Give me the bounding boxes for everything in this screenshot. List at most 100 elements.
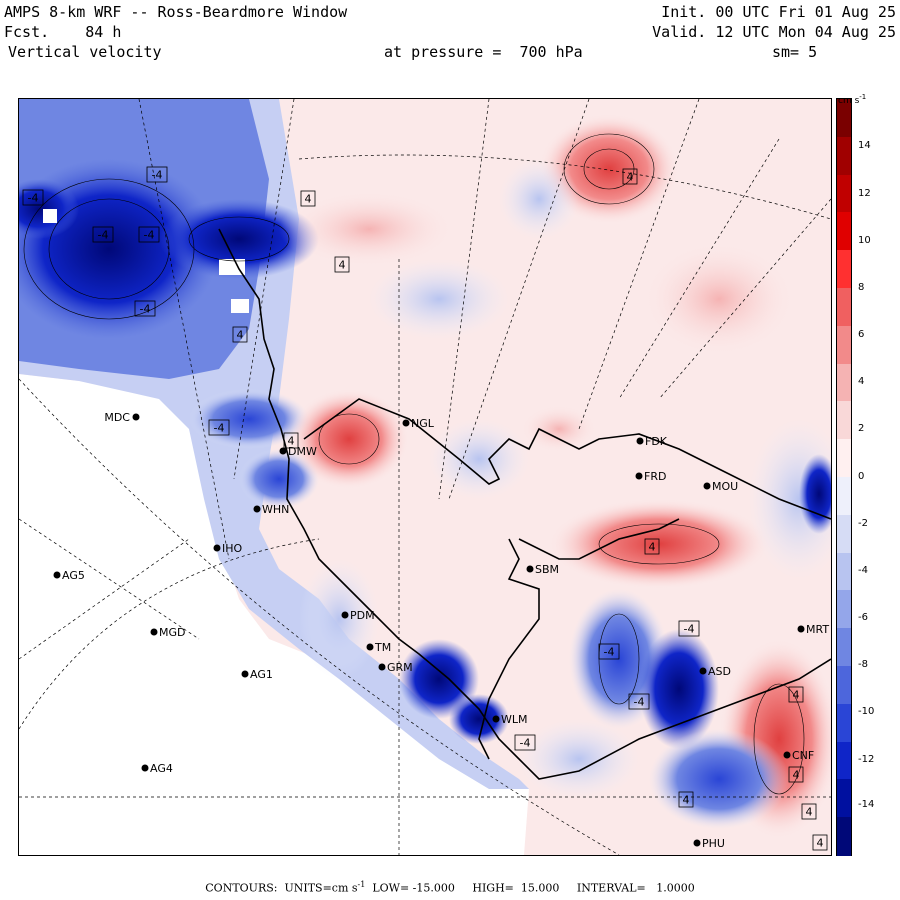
colorbar-tick-label: 14 — [858, 140, 871, 151]
colorbar-tick-label: -6 — [858, 612, 868, 623]
station-label: ASD — [708, 665, 731, 678]
contour-label: 4 — [678, 791, 694, 808]
contour-label: -4 — [138, 226, 160, 243]
colorbar-tick-label: -2 — [858, 518, 868, 529]
field-name: Vertical velocity — [8, 43, 162, 61]
station-label: DMW — [288, 445, 317, 458]
svg-text:4: 4 — [806, 806, 813, 819]
svg-text:-4: -4 — [140, 303, 151, 316]
colorbar-segment — [837, 741, 851, 781]
station-label: MOU — [712, 480, 738, 493]
station-label: FDK — [645, 435, 668, 448]
station-marker: AG5 — [53, 569, 85, 582]
contour-label: 4 — [622, 168, 638, 185]
svg-text:4: 4 — [649, 541, 656, 554]
station-marker: PDM — [341, 609, 375, 622]
station-marker: MGD — [150, 626, 186, 639]
contour-label: 4 — [283, 432, 299, 449]
station-marker: MRT — [797, 623, 829, 636]
contour-label: -4 — [628, 693, 650, 710]
station-label: AG4 — [150, 762, 173, 775]
colorbar-segment — [837, 325, 851, 365]
colorbar-tick-label: -10 — [858, 706, 875, 717]
svg-text:4: 4 — [288, 435, 295, 448]
station-marker: MDC — [104, 411, 140, 424]
station-marker: AG1 — [241, 668, 273, 681]
colorbar-segment — [837, 250, 851, 289]
contour-label: 4 — [334, 256, 350, 273]
map-panel: -4 4 4 -4 4 -4 -4 4 -4 4 4 -4 -4 -4 4 4 4 4 -4 4 -4 MDC NGL FD… — [18, 98, 832, 856]
colorbar-segment — [837, 477, 851, 516]
station-label: GRM — [387, 661, 413, 674]
colorbar-segment — [837, 779, 851, 819]
svg-text:4: 4 — [793, 769, 800, 782]
contour-label: -4 — [134, 300, 156, 317]
colorbar-tick-label: 2 — [858, 423, 865, 434]
contour-label: 4 — [801, 803, 817, 820]
colorbar-segment — [837, 136, 851, 176]
svg-text:-4: -4 — [98, 229, 109, 242]
contour-label: 4 — [644, 538, 660, 555]
station-marker: ASD — [699, 665, 731, 678]
station-label: MDC — [104, 411, 130, 424]
contour-label: 4 — [812, 834, 828, 851]
svg-text:4: 4 — [793, 689, 800, 702]
colorbar-segment — [837, 363, 851, 403]
svg-text:4: 4 — [305, 193, 312, 206]
contour-label: -4 — [92, 226, 114, 243]
colorbar-segment — [837, 514, 851, 554]
colorbar-tick-label: 10 — [858, 235, 871, 246]
station-marker: PHU — [693, 837, 725, 850]
contour-label: -4 — [22, 189, 44, 206]
contour-label: -4 — [514, 734, 536, 751]
station-label: IHO — [222, 542, 243, 555]
colorbar-segment — [837, 666, 851, 705]
station-label: AG5 — [62, 569, 85, 582]
colorbar-tick-label: -14 — [858, 799, 875, 810]
station-marker: AG4 — [141, 762, 173, 775]
colorbar-segment — [837, 628, 851, 667]
station-label: CNF — [792, 749, 814, 762]
colorbar-tick-label: 0 — [858, 471, 865, 482]
svg-text:-4: -4 — [28, 192, 39, 205]
station-marker: DMW — [279, 445, 317, 458]
svg-text:4: 4 — [627, 171, 634, 184]
station-label: MRT — [806, 623, 829, 636]
station-label: WHN — [262, 503, 289, 516]
station-label: AG1 — [250, 668, 273, 681]
svg-text:-4: -4 — [214, 422, 225, 435]
station-label: TM — [374, 641, 391, 654]
station-marker: WLM — [492, 713, 528, 726]
svg-text:-4: -4 — [152, 169, 163, 182]
init-time: Init. 00 UTC Fri 01 Aug 25 — [661, 3, 896, 21]
chart-title: AMPS 8-km WRF -- Ross-Beardmore Window — [4, 3, 348, 21]
colorbar-segment — [837, 817, 851, 856]
velocity-map: -4 4 4 -4 4 -4 -4 4 -4 4 4 -4 -4 -4 4 4 4 4 -4 4 -4 MDC NGL FD… — [19, 99, 831, 855]
station-marker: FRD — [635, 470, 666, 483]
contour-label: 4 — [788, 766, 804, 783]
station-marker: MOU — [703, 480, 738, 493]
colorbar-segment — [837, 174, 851, 214]
svg-text:4: 4 — [237, 329, 244, 342]
colorbar-segment — [837, 590, 851, 630]
svg-text:4: 4 — [339, 259, 346, 272]
colorbar-tick-label: 8 — [858, 282, 865, 293]
smoothing-value: sm= 5 — [772, 43, 818, 61]
colorbar-tick-label: -12 — [858, 754, 875, 765]
station-marker: IHO — [213, 542, 243, 555]
svg-text:4: 4 — [817, 837, 824, 850]
colorbar — [836, 98, 852, 856]
svg-text:-4: -4 — [604, 646, 615, 659]
contour-label: 4 — [788, 686, 804, 703]
colorbar-tick-label: -8 — [858, 659, 868, 670]
colorbar-segment — [837, 401, 851, 441]
svg-text:4: 4 — [683, 794, 690, 807]
svg-text:-4: -4 — [634, 696, 645, 709]
station-marker: NGL — [402, 417, 435, 430]
colorbar-segment — [837, 552, 851, 592]
station-marker: GRM — [378, 661, 413, 674]
colorbar-tick-label: 12 — [858, 188, 871, 199]
station-marker: SBM — [526, 563, 559, 576]
station-marker: TM — [366, 641, 391, 654]
colorbar-tick-label: 6 — [858, 329, 865, 340]
